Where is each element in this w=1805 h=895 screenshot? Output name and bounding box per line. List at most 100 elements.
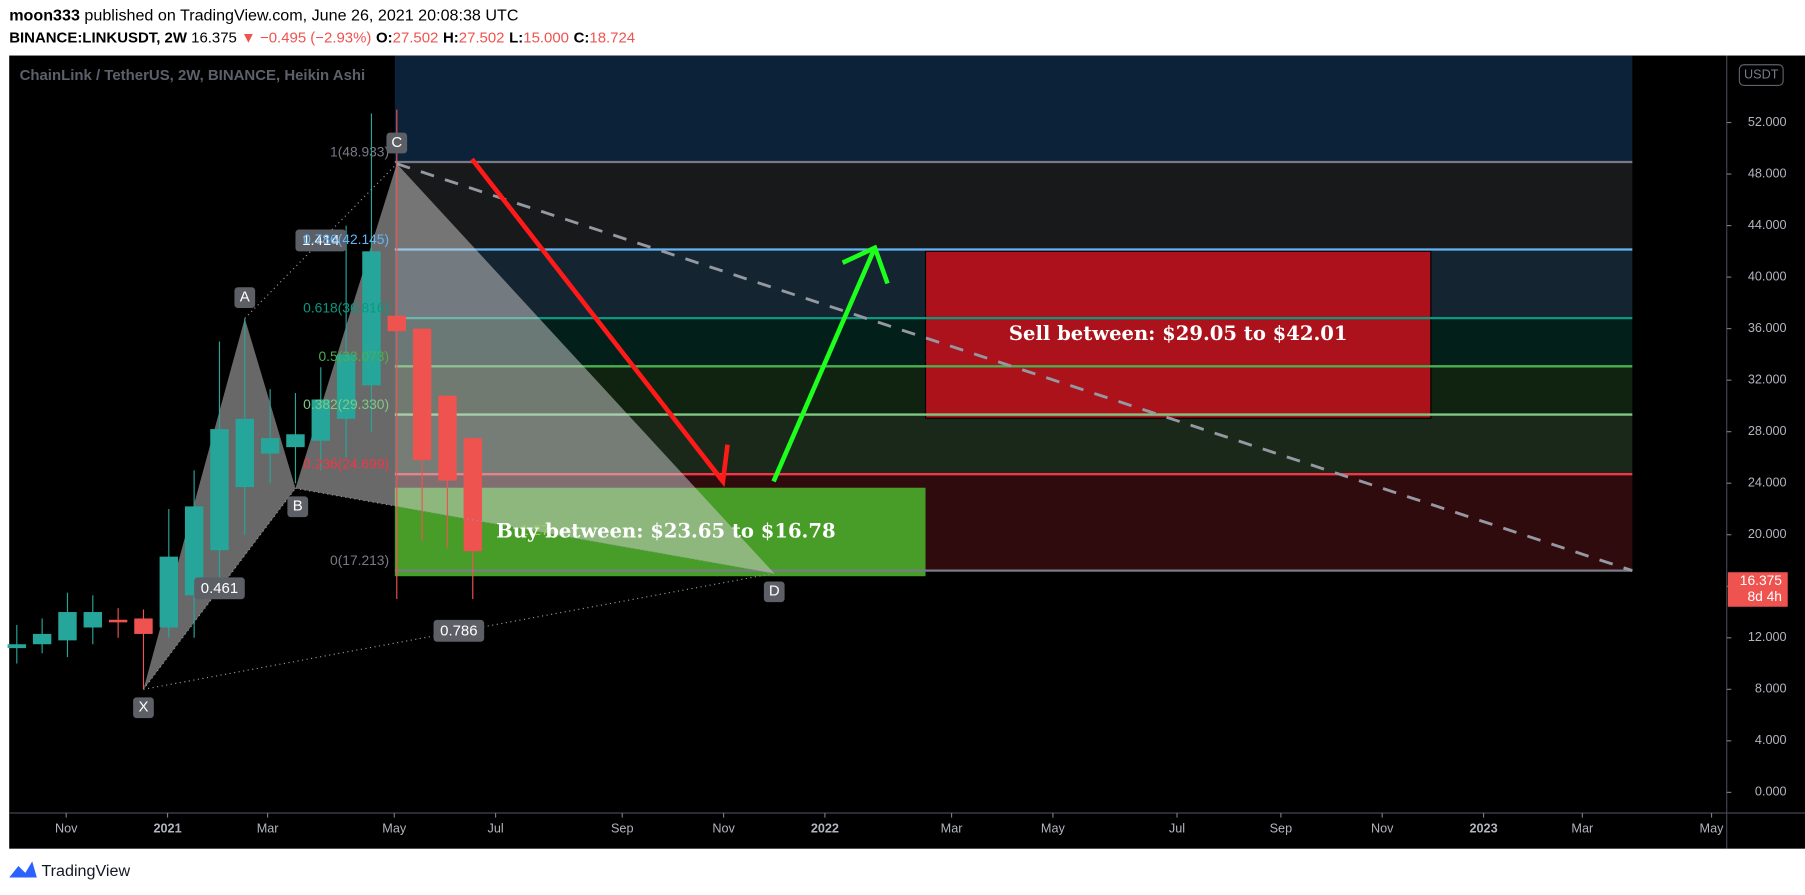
logo: TradingView [9,861,130,880]
pattern-line [143,488,296,690]
candle-body [83,612,103,628]
last-price-tag [1727,572,1788,607]
candle-body [286,434,305,448]
y-tick-label: 12.000 [1748,630,1787,644]
point-label: D [769,583,780,600]
y-tick-label: 44.000 [1748,218,1787,232]
ratio-badge [295,229,347,252]
x-tick-label: Nov [1371,821,1394,835]
header-line-1: moon333 published on TradingView.com, Ju… [9,7,519,25]
x-tick-label: May [1700,821,1725,835]
point-badge [133,697,154,719]
candle-body [32,633,52,645]
ratio-label: 1.27 [520,522,549,539]
header-line-2: BINANCE:LINKUSDT, 2W 16.375 ▼ −0.495 (−2… [9,29,635,46]
ohlc-value: 27.502 [393,29,439,46]
candle-body [58,612,77,641]
point-badge [287,496,309,518]
countdown: 8d 4h [1747,588,1782,604]
pattern-line [295,487,775,574]
point-label: C [391,134,402,151]
fib-label: 0.382(29.330) [303,396,389,412]
point-badge [763,581,785,603]
point-label: A [240,289,250,306]
candle-body [463,438,482,552]
ohlc-label: O: [376,29,393,46]
candle-body [159,556,179,628]
x-tick-label: 2021 [153,821,181,835]
x-tick-label: 2023 [1469,821,1497,835]
point-label: B [293,498,303,515]
fib-label: 0.618(36.816) [303,300,389,316]
position-box [924,250,1432,419]
candle-body [134,618,153,634]
x-tick-label: May [382,821,407,835]
y-tick-label: 4.000 [1755,733,1787,747]
publisher: moon333 [9,7,80,25]
position-label: Buy between: $23.65 to $16.78 [496,519,835,542]
ratio-badge [433,619,485,642]
arrow [841,244,890,285]
ratio-badge [194,577,245,600]
ohlc-label: H: [443,29,459,46]
candle-body [311,399,331,441]
y-tick-label: 48.000 [1748,166,1787,180]
price-axis [1726,55,1805,849]
x-tick-label: Jul [487,821,503,835]
candle-body [362,251,381,386]
arrow [704,444,730,488]
y-tick-label: 36.000 [1748,321,1787,335]
point-label: X [138,699,148,716]
x-tick-label: 2022 [811,821,839,835]
candle-body [235,418,255,488]
fib-label: 0.786(42.145) [303,231,389,247]
x-tick-label: Nov [55,821,78,835]
candle-body [7,644,27,649]
time-axis [9,812,1727,849]
fib-label: 0(17.213) [330,552,389,568]
change: ▼ −0.495 (−2.93%) [241,29,371,46]
chart-title: ChainLink / TetherUS, 2W, BINANCE, Heiki… [20,67,366,84]
candle-body [387,315,406,332]
y-tick-label: 52.000 [1748,115,1787,129]
x-tick-label: Mar [257,821,279,835]
arrow [470,157,725,483]
ratio-label: 0.461 [201,580,238,597]
ohlc-value: 27.502 [459,29,505,46]
plot: 0.461 1.414 0.786 1.27 1(48.933) 0.786(42.145… [7,55,1633,719]
candle-body [438,395,457,481]
logo-icon [9,861,37,878]
y-tick-label: 24.000 [1748,476,1787,490]
unit-badge [1738,64,1784,87]
x-tick-label: Nov [712,821,735,835]
point-badge [386,132,408,154]
candle-body [210,429,229,551]
last-price-label: 16.375 [1740,572,1783,588]
symbol: BINANCE:LINKUSDT, 2W [9,29,188,46]
candle-body [184,506,204,596]
ohlc-value: 18.724 [589,29,635,46]
candle-body [260,438,280,454]
candle-body [336,354,356,419]
arrow [771,246,877,483]
last-price: 16.375 [191,29,237,46]
ratio-label: 0.786 [440,622,477,639]
candle-body [108,619,128,623]
candle-body [412,328,432,461]
x-tick-label: Mar [1571,821,1593,835]
y-tick-label: 8.000 [1755,682,1787,696]
x-tick-label: Jul [1169,821,1185,835]
brand: TradingView [41,862,130,880]
x-tick-label: May [1041,821,1066,835]
ohlc-label: C: [574,29,590,46]
ohlc-value: 15.000 [523,29,569,46]
pattern-line [143,572,775,690]
y-tick-label: 32.000 [1748,373,1787,387]
ohlc-label: L: [509,29,523,46]
x-tick-label: Sep [611,821,634,835]
x-tick-label: Sep [1270,821,1293,835]
pattern-line [244,163,398,319]
y-tick-label: 20.000 [1748,527,1787,541]
